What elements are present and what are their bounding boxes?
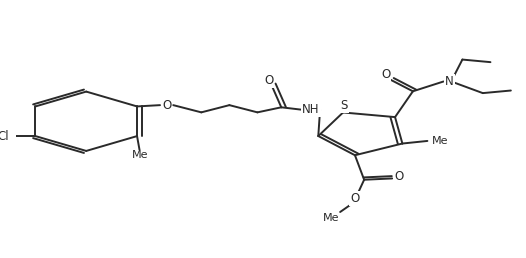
Text: O: O — [350, 192, 360, 205]
Text: Me: Me — [432, 136, 448, 146]
Text: Me: Me — [133, 150, 149, 160]
Text: O: O — [162, 99, 171, 112]
Text: N: N — [445, 75, 454, 88]
Text: Me: Me — [323, 213, 339, 223]
Text: O: O — [264, 74, 273, 87]
Text: Cl: Cl — [0, 130, 9, 143]
Text: S: S — [340, 99, 348, 112]
Text: NH: NH — [302, 103, 320, 116]
Text: O: O — [381, 68, 390, 81]
Text: O: O — [394, 170, 403, 183]
